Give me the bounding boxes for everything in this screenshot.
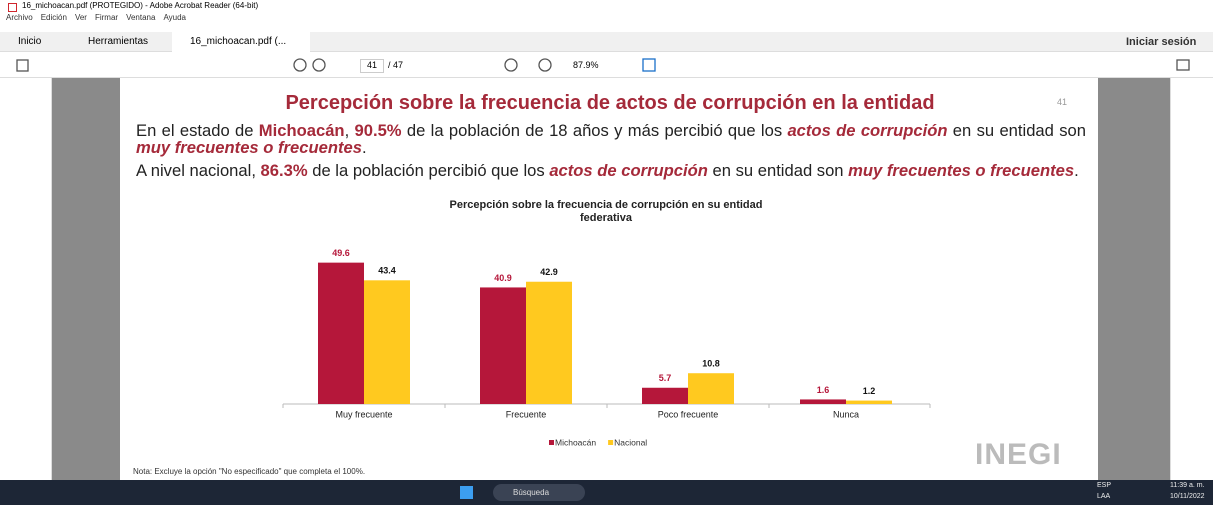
menu-item[interactable]: Ayuda (163, 13, 186, 22)
text-run: A nivel nacional, (136, 161, 261, 180)
text-run: . (362, 138, 367, 157)
text-run: 86.3% (261, 161, 308, 180)
bar (688, 373, 734, 404)
text-run: de la población percibió que los (308, 161, 550, 180)
text-run: de la población de 18 años y más percibi… (402, 121, 788, 140)
value-label: 10.8 (702, 359, 720, 369)
value-label: 40.9 (494, 273, 512, 283)
legend-swatch (549, 440, 554, 445)
page-total: / 47 (388, 60, 403, 70)
tab[interactable]: Herramientas (88, 36, 148, 47)
menu-item[interactable]: Ventana (126, 13, 155, 22)
bar (318, 263, 364, 404)
language[interactable]: ESP (1097, 482, 1111, 489)
text-run: en su entidad son (708, 161, 848, 180)
menu-item[interactable]: Edición (41, 13, 67, 22)
x-tick-label: Muy frecuente (335, 409, 392, 419)
text-run: muy frecuentes o frecuentes (848, 161, 1074, 180)
right-panel (1170, 78, 1213, 480)
bar (846, 401, 892, 404)
gutter (1098, 78, 1170, 480)
menu-item[interactable]: Archivo (6, 13, 33, 22)
next-icon[interactable] (313, 59, 325, 71)
chart-title: Percepción sobre la frecuencia de corrup… (426, 199, 786, 225)
gutter (52, 78, 120, 480)
text-run: muy frecuentes o frecuentes (136, 138, 362, 157)
title-area: 16_michoacan.pdf (PROTEGIDO) - Adobe Acr… (0, 0, 1213, 32)
mail-icon[interactable] (1177, 60, 1189, 70)
paragraph: En el estado de Michoacán, 90.5% de la p… (136, 122, 1086, 156)
zoom-value[interactable]: 87.9% (573, 60, 599, 70)
menu-item[interactable]: Ver (75, 13, 87, 22)
x-tick-label: Frecuente (506, 409, 547, 419)
text-run: actos de corrupción (787, 121, 947, 140)
bar (526, 282, 572, 404)
tab-bar: Inicio Herramientas 16_michoacan.pdf (..… (0, 32, 1213, 52)
search-box[interactable]: Búsqueda (493, 484, 585, 501)
bar (364, 280, 410, 404)
value-label: 1.2 (863, 386, 876, 396)
keyboard-layout[interactable]: LAA (1097, 493, 1110, 500)
value-label: 42.9 (540, 267, 558, 277)
clock-date[interactable]: 10/11/2022 (1170, 493, 1205, 500)
zoom-in-icon[interactable] (539, 59, 551, 71)
legend-swatch (608, 440, 613, 445)
left-panel (0, 78, 52, 480)
sign-in[interactable]: Iniciar sesión (1126, 36, 1196, 48)
text-run: en su entidad son (947, 121, 1085, 140)
x-tick-label: Poco frecuente (658, 409, 719, 419)
menu-item[interactable]: Firmar (95, 13, 118, 22)
x-tick-label: Nunca (833, 409, 859, 419)
save-icon[interactable] (17, 60, 28, 71)
chart: Muy frecuente 49.6 43.4 Frecuente 40.9 42.9 Po… (120, 245, 1098, 455)
note: Nota: Excluye la opción "No especificado… (133, 467, 365, 476)
page-input[interactable]: 41 (360, 59, 384, 73)
text-run: actos de corrupción (549, 161, 708, 180)
window-title: 16_michoacan.pdf (PROTEGIDO) - Adobe Acr… (22, 1, 258, 10)
value-label: 1.6 (817, 385, 830, 395)
text-run: . (1074, 161, 1079, 180)
toolbar-icons (0, 52, 1213, 78)
legend-label: Nacional (614, 437, 647, 447)
zoom-out-icon[interactable] (505, 59, 517, 71)
clock-time[interactable]: 11:39 a. m. (1170, 482, 1205, 489)
bar (480, 287, 526, 404)
fit-icon[interactable] (643, 59, 655, 71)
page-heading: Percepción sobre la frecuencia de actos … (120, 92, 1100, 115)
bar (642, 388, 688, 404)
paragraph: A nivel nacional, 86.3% de la población … (136, 162, 1086, 179)
toolbar: 41 / 47 87.9% (0, 52, 1213, 78)
tab[interactable]: Inicio (18, 36, 41, 47)
app-icon (8, 3, 17, 12)
value-label: 49.6 (332, 248, 350, 258)
page-number: 41 (1057, 97, 1067, 107)
menu-bar: Archivo Edición Ver Firmar Ventana Ayuda (6, 13, 194, 22)
legend-label: Michoacán (555, 437, 596, 447)
taskbar: Búsqueda ESP LAA 11:39 a. m. 10/11/2022 (0, 480, 1213, 505)
value-label: 5.7 (659, 373, 672, 383)
start-button[interactable] (460, 486, 473, 499)
acrobat-window: 16_michoacan.pdf (PROTEGIDO) - Adobe Acr… (0, 0, 1213, 505)
prev-icon[interactable] (294, 59, 306, 71)
tab[interactable]: 16_michoacan.pdf (... (190, 36, 286, 47)
bar (800, 399, 846, 404)
value-label: 43.4 (378, 266, 396, 276)
